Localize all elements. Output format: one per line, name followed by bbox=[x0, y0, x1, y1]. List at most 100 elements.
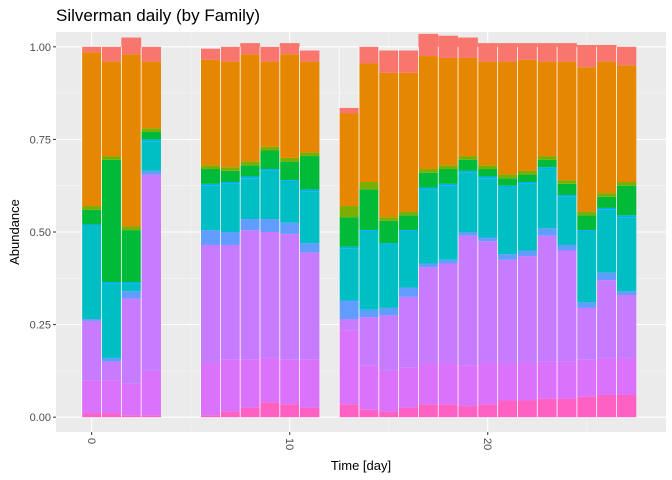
bar-segment bbox=[438, 57, 459, 166]
bar-segment bbox=[339, 330, 360, 405]
bar-segment bbox=[616, 185, 637, 216]
bar-segment bbox=[279, 359, 300, 405]
bar-segment bbox=[596, 272, 617, 281]
bar-segment bbox=[418, 263, 439, 268]
bar-segment bbox=[279, 222, 300, 234]
bar-segment bbox=[279, 157, 300, 162]
bar-segment bbox=[438, 183, 459, 186]
bar-segment bbox=[121, 37, 142, 55]
bar-segment bbox=[200, 415, 221, 418]
bar-segment bbox=[121, 283, 142, 292]
bar-segment bbox=[240, 219, 260, 231]
bar-segment bbox=[517, 170, 538, 175]
y-tick-label: 0.75 bbox=[30, 134, 51, 146]
bar-segment bbox=[576, 396, 597, 418]
bar-segment bbox=[517, 400, 538, 418]
bar-segment bbox=[359, 317, 379, 366]
bar-segment bbox=[200, 244, 221, 364]
bar-segment bbox=[378, 307, 399, 316]
bar-segment bbox=[576, 307, 597, 360]
bar-segment bbox=[141, 170, 161, 175]
bar-segment bbox=[596, 193, 617, 197]
bar-segment bbox=[596, 280, 617, 358]
bar-segment bbox=[81, 413, 102, 418]
bar-segment bbox=[596, 61, 617, 194]
bar-segment bbox=[279, 404, 300, 418]
bar-segment bbox=[339, 217, 360, 247]
bar-segment bbox=[101, 159, 122, 282]
bar-segment bbox=[537, 361, 558, 399]
bar-segment bbox=[477, 165, 498, 170]
bar-segment bbox=[537, 61, 558, 157]
bar-segment bbox=[378, 72, 399, 218]
bar-segment bbox=[339, 107, 360, 114]
bar-segment bbox=[101, 61, 122, 157]
bar-segment bbox=[339, 404, 360, 418]
bar-segment bbox=[259, 402, 280, 418]
bar-segment bbox=[537, 167, 558, 170]
bar-segment bbox=[398, 367, 419, 408]
bar-segment bbox=[576, 359, 597, 397]
bar-segment bbox=[537, 398, 558, 418]
bar-segment bbox=[240, 359, 260, 408]
bar-segment bbox=[497, 254, 518, 260]
bars bbox=[81, 33, 637, 418]
bar-segment bbox=[458, 37, 478, 58]
bar-segment bbox=[557, 180, 577, 184]
bar-segment bbox=[497, 43, 518, 62]
bar-segment bbox=[497, 185, 518, 188]
bar-segment bbox=[497, 187, 518, 255]
bar-segment bbox=[537, 43, 558, 62]
bar-segment bbox=[339, 113, 360, 207]
bar-segment bbox=[517, 59, 538, 171]
bar-segment bbox=[81, 209, 102, 225]
bar-segment bbox=[339, 319, 360, 331]
bar-segment bbox=[576, 215, 597, 231]
bar-segment bbox=[458, 170, 478, 173]
bar-segment bbox=[121, 383, 142, 416]
bar-segment bbox=[200, 59, 221, 166]
bar-segment bbox=[259, 357, 280, 403]
x-tick-label: 20 bbox=[481, 438, 493, 450]
bar-segment bbox=[240, 407, 260, 418]
bar-segment bbox=[378, 243, 399, 245]
bar-segment bbox=[81, 320, 102, 381]
bar-segment bbox=[81, 224, 102, 227]
bar-segment bbox=[378, 411, 399, 418]
bar-segment bbox=[497, 363, 518, 401]
bar-segment bbox=[220, 61, 241, 168]
bar-segment bbox=[141, 139, 161, 142]
bar-segment bbox=[359, 182, 379, 190]
y-axis: 0.00 0.25 0.50 0.75 1.00 bbox=[30, 42, 56, 424]
bar-segment bbox=[299, 152, 320, 157]
bar-segment bbox=[497, 178, 518, 186]
bar-segment bbox=[240, 230, 260, 360]
bar-segment bbox=[537, 169, 558, 229]
bar-segment bbox=[537, 156, 558, 160]
bar-segment bbox=[557, 183, 577, 195]
bar-segment bbox=[339, 206, 360, 218]
bar-segment bbox=[299, 191, 320, 244]
bar-segment bbox=[200, 169, 221, 184]
bar-segment bbox=[339, 248, 360, 301]
bar-segment bbox=[240, 176, 260, 179]
bar-segment bbox=[477, 241, 498, 364]
bar-segment bbox=[576, 44, 597, 68]
bar-segment bbox=[141, 174, 161, 371]
bar-segment bbox=[378, 50, 399, 73]
bar-segment bbox=[557, 194, 577, 197]
bar-segment bbox=[517, 174, 538, 182]
bar-segment bbox=[418, 267, 439, 364]
bar-segment bbox=[220, 167, 241, 171]
bar-segment bbox=[339, 246, 360, 249]
bar-segment bbox=[359, 309, 379, 318]
bar-segment bbox=[141, 61, 161, 129]
bar-segment bbox=[259, 219, 280, 232]
bar-segment bbox=[418, 172, 439, 188]
bar-segment bbox=[596, 209, 617, 273]
bar-segment bbox=[81, 52, 102, 207]
bar-segment bbox=[438, 169, 459, 184]
y-axis-label: Abundance bbox=[7, 199, 22, 265]
bar-segment bbox=[359, 230, 379, 232]
